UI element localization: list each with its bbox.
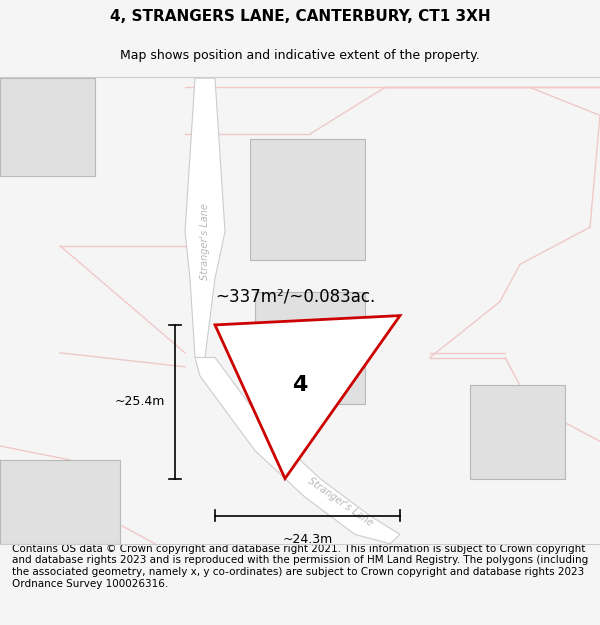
Text: Stranger's Lane: Stranger's Lane (200, 202, 210, 279)
Text: Map shows position and indicative extent of the property.: Map shows position and indicative extent… (120, 49, 480, 62)
Polygon shape (215, 316, 400, 479)
Bar (255, 292, 365, 404)
Bar (0, 78, 95, 176)
Text: ~337m²/~0.083ac.: ~337m²/~0.083ac. (215, 288, 375, 306)
Text: 4: 4 (292, 376, 308, 396)
Bar (470, 386, 565, 479)
Polygon shape (185, 78, 225, 357)
Text: ~24.3m: ~24.3m (283, 532, 332, 546)
Text: Contains OS data © Crown copyright and database right 2021. This information is : Contains OS data © Crown copyright and d… (12, 544, 588, 589)
Text: 4, STRANGERS LANE, CANTERBURY, CT1 3XH: 4, STRANGERS LANE, CANTERBURY, CT1 3XH (110, 9, 490, 24)
Bar (250, 139, 365, 260)
Text: ~25.4m: ~25.4m (115, 395, 165, 408)
Text: Stranger's Lane: Stranger's Lane (305, 476, 374, 528)
Bar (0, 460, 120, 544)
Polygon shape (195, 357, 400, 544)
